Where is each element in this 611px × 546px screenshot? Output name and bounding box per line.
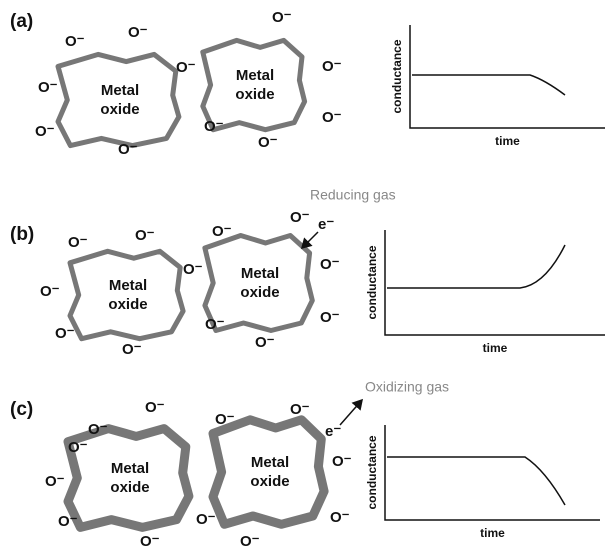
grain-text: oxide [110, 479, 149, 496]
ion: O⁻ [145, 399, 165, 416]
graph-axes [385, 425, 600, 520]
grain-text: Metal [241, 265, 279, 282]
ion: O⁻ [255, 334, 275, 351]
x-axis-label: time [495, 134, 520, 148]
ion: O⁻ [196, 511, 216, 528]
ion: O⁻ [176, 59, 196, 76]
graph-curve [387, 245, 565, 288]
graph-curve [412, 75, 565, 95]
grain-text: oxide [100, 101, 139, 118]
graph-curve [387, 457, 565, 505]
ion: O⁻ [118, 141, 138, 158]
grain-text: Metal [101, 82, 139, 99]
ion: O⁻ [40, 283, 60, 300]
grain-text: oxide [235, 86, 274, 103]
ion: O⁻ [68, 439, 88, 456]
ion: O⁻ [55, 325, 75, 342]
grain-text: Metal [236, 67, 274, 84]
x-axis-label: time [483, 341, 508, 355]
grain-text: oxide [250, 473, 289, 490]
ion: O⁻ [290, 401, 310, 418]
ion: O⁻ [88, 421, 108, 438]
ion: O⁻ [38, 79, 58, 96]
ion: O⁻ [322, 109, 342, 126]
y-axis-label: conductance [390, 39, 404, 113]
ion: O⁻ [183, 261, 203, 278]
ion: O⁻ [240, 533, 260, 546]
ion: O⁻ [122, 341, 142, 358]
y-axis-label: conductance [365, 435, 379, 509]
panel-label: (b) [10, 224, 34, 245]
ion: O⁻ [258, 134, 278, 151]
ion: O⁻ [140, 533, 160, 546]
grain-text: oxide [108, 296, 147, 313]
ion: O⁻ [58, 513, 78, 530]
ion: O⁻ [68, 234, 88, 251]
ion: O⁻ [212, 223, 232, 240]
grain-text: Metal [251, 454, 289, 471]
x-axis-label: time [480, 526, 505, 540]
grain-text: Metal [109, 277, 147, 294]
graph-axes [385, 230, 605, 335]
grain-text: Metal [111, 460, 149, 477]
grain-text: oxide [240, 284, 279, 301]
ion: O⁻ [205, 316, 225, 333]
panel-label: (a) [10, 11, 33, 32]
diagram: (a)MetaloxideMetaloxideO⁻O⁻O⁻O⁻O⁻O⁻O⁻O⁻O… [0, 0, 611, 546]
ion: O⁻ [65, 33, 85, 50]
arrow [302, 232, 318, 248]
ion: O⁻ [204, 118, 224, 135]
ion: O⁻ [332, 453, 352, 470]
electron: e⁻ [318, 216, 334, 233]
graph-axes [410, 25, 605, 128]
ion: O⁻ [290, 209, 310, 226]
electron: e⁻ [325, 423, 341, 440]
ion: O⁻ [320, 309, 340, 326]
gas-label: Oxidizing gas [365, 379, 449, 395]
ion: O⁻ [272, 9, 292, 26]
ion: O⁻ [320, 256, 340, 273]
ion: O⁻ [128, 24, 148, 41]
ion: O⁻ [35, 123, 55, 140]
ion: O⁻ [330, 509, 350, 526]
ion: O⁻ [215, 411, 235, 428]
ion: O⁻ [135, 227, 155, 244]
ion: O⁻ [322, 58, 342, 75]
gas-label: Reducing gas [310, 187, 396, 203]
arrow [340, 400, 362, 425]
ion: O⁻ [45, 473, 65, 490]
panel-label: (c) [10, 399, 33, 420]
y-axis-label: conductance [365, 245, 379, 319]
